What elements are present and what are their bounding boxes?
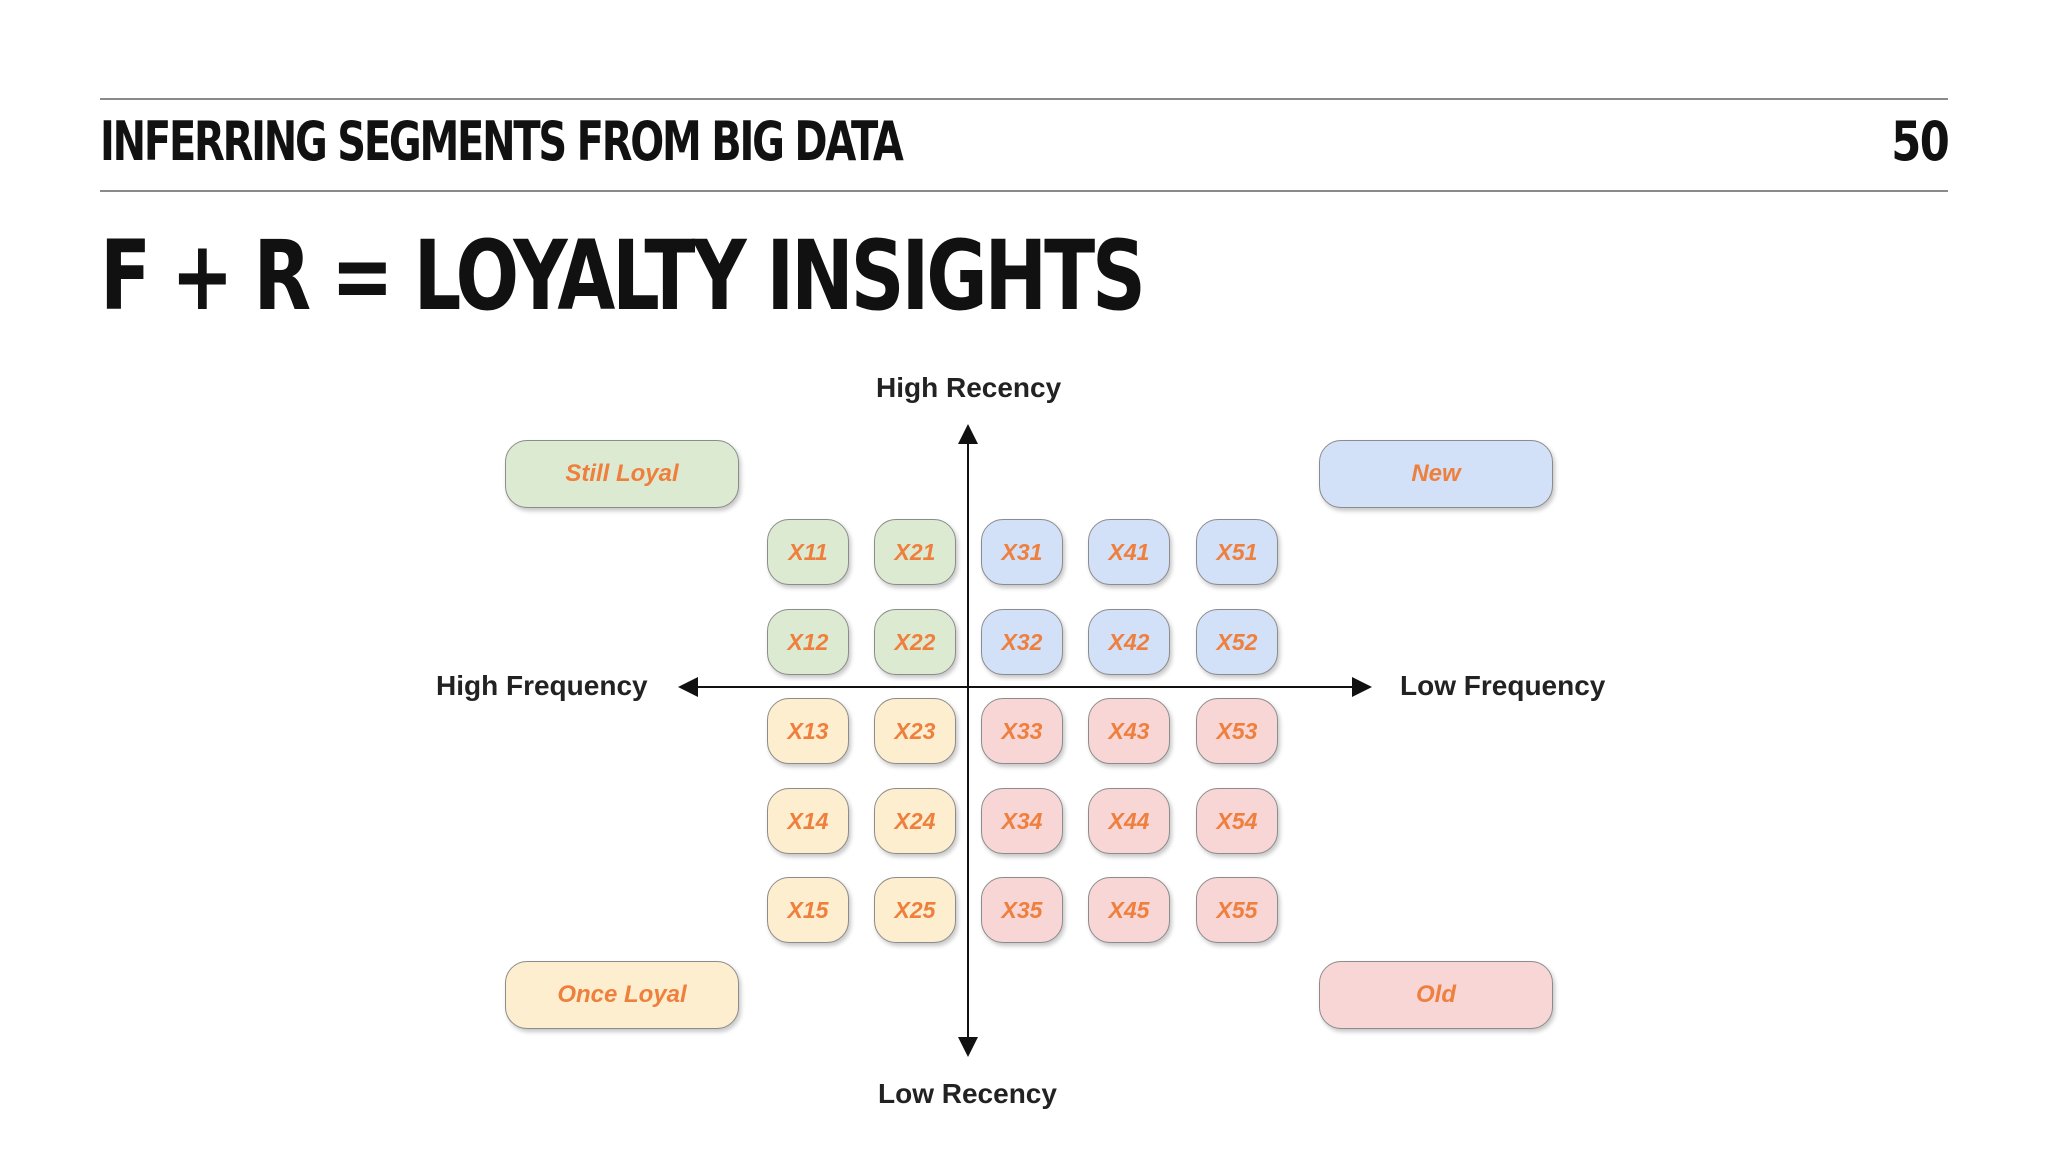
segment-cell-x31: X31	[981, 519, 1063, 585]
segment-new: New	[1319, 440, 1553, 508]
segment-cell-x41: X41	[1088, 519, 1170, 585]
segment-cell-x34: X34	[981, 788, 1063, 854]
segment-cell-x45: X45	[1088, 877, 1170, 943]
axis-label-high-recency: High Recency	[876, 372, 1062, 403]
segment-cell-x14: X14	[767, 788, 849, 854]
segment-old: Old	[1319, 961, 1553, 1029]
segment-cell-x15: X15	[767, 877, 849, 943]
segment-cell-x53: X53	[1196, 698, 1278, 764]
section-title: INFERRING SEGMENTS FROM BIG DATA	[100, 110, 904, 173]
segment-cell-x54: X54	[1196, 788, 1278, 854]
segment-cell-x13: X13	[767, 698, 849, 764]
segment-cell-x22: X22	[874, 609, 956, 675]
segment-cell-x23: X23	[874, 698, 956, 764]
axis-label-low-frequency: Low Frequency	[1400, 670, 1606, 701]
segment-cell-x25: X25	[874, 877, 956, 943]
segment-cell-x33: X33	[981, 698, 1063, 764]
axis-label-low-recency: Low Recency	[878, 1078, 1057, 1109]
segment-cell-x32: X32	[981, 609, 1063, 675]
axis-label-high-frequency: High Frequency	[436, 670, 648, 701]
header-rule	[100, 190, 1948, 192]
segment-cell-x12: X12	[767, 609, 849, 675]
segment-cell-x42: X42	[1088, 609, 1170, 675]
segment-cell-x44: X44	[1088, 788, 1170, 854]
segment-cell-x11: X11	[767, 519, 849, 585]
segment-cell-x24: X24	[874, 788, 956, 854]
segment-cell-x35: X35	[981, 877, 1063, 943]
segment-cell-x43: X43	[1088, 698, 1170, 764]
slide-title: F + R = LOYALTY INSIGHTS	[100, 220, 1146, 332]
segment-cell-x51: X51	[1196, 519, 1278, 585]
segment-cell-x52: X52	[1196, 609, 1278, 675]
segment-still-loyal: Still Loyal	[505, 440, 739, 508]
segment-once-loyal: Once Loyal	[505, 961, 739, 1029]
page-number: 50	[1891, 110, 1950, 173]
segment-cell-x55: X55	[1196, 877, 1278, 943]
segment-cell-x21: X21	[874, 519, 956, 585]
top-rule	[100, 98, 1948, 100]
